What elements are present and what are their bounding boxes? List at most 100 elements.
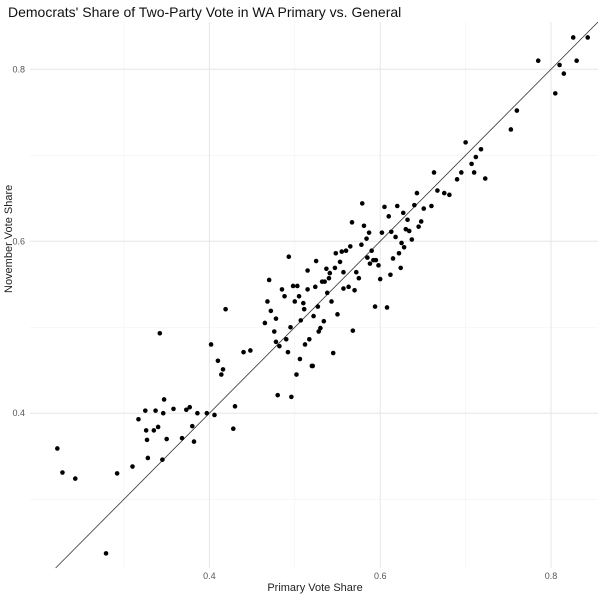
- data-point: [459, 170, 464, 175]
- data-point: [398, 265, 403, 271]
- data-point: [435, 188, 440, 193]
- data-point: [508, 127, 514, 132]
- data-point: [335, 312, 340, 317]
- data-point: [322, 279, 327, 284]
- data-point: [552, 91, 558, 96]
- data-point: [297, 356, 303, 362]
- data-point: [359, 201, 365, 206]
- data-point: [324, 290, 330, 296]
- data-point: [130, 464, 135, 469]
- data-point: [339, 249, 345, 254]
- data-point: [307, 336, 312, 342]
- data-point: [332, 265, 338, 271]
- data-point: [55, 446, 60, 451]
- data-point: [301, 306, 307, 312]
- data-point: [248, 348, 253, 353]
- data-point: [390, 256, 396, 261]
- data-point: [160, 410, 166, 416]
- data-point: [298, 318, 304, 323]
- data-point: [262, 320, 268, 326]
- data-point: [326, 275, 332, 281]
- y-axis-label: November Vote Share: [3, 185, 15, 293]
- data-point: [302, 342, 308, 347]
- data-point: [327, 270, 333, 276]
- tick-labels: 0.4 0.6 0.8 0.4 0.6 0.8: [12, 64, 557, 581]
- data-point: [333, 250, 339, 256]
- data-point: [191, 439, 197, 444]
- data-point: [463, 140, 468, 145]
- data-point: [414, 190, 420, 196]
- data-point: [277, 343, 282, 349]
- data-point: [144, 437, 150, 443]
- data-point: [155, 424, 161, 430]
- data-point: [478, 146, 484, 152]
- data-point: [273, 339, 279, 345]
- data-point: [318, 325, 323, 331]
- x-tick-label: 0.6: [374, 571, 387, 581]
- data-point: [447, 192, 452, 198]
- data-point: [275, 392, 280, 398]
- data-point: [145, 455, 151, 461]
- data-point: [312, 284, 318, 290]
- data-point: [324, 266, 329, 272]
- data-point: [416, 224, 421, 229]
- data-point: [60, 470, 65, 475]
- y-tick-label: 0.6: [12, 236, 25, 246]
- data-point: [160, 457, 165, 462]
- data-point: [310, 363, 316, 369]
- data-point: [153, 408, 158, 413]
- data-point: [195, 410, 200, 416]
- data-point: [273, 316, 279, 321]
- x-axis-label: Primary Vote Share: [267, 582, 363, 594]
- data-point: [349, 220, 355, 225]
- data-point: [365, 255, 370, 260]
- data-point: [366, 230, 372, 235]
- data-point: [301, 300, 306, 306]
- data-point: [473, 154, 479, 160]
- data-point: [151, 428, 157, 433]
- data-point: [382, 204, 387, 210]
- data-point: [388, 272, 393, 278]
- x-tick-label: 0.4: [203, 571, 216, 581]
- data-point: [482, 176, 488, 181]
- data-point: [393, 234, 398, 240]
- data-point: [187, 404, 193, 410]
- data-point: [305, 287, 310, 292]
- data-point: [208, 342, 214, 347]
- data-point: [266, 277, 272, 283]
- data-point: [219, 372, 224, 377]
- data-point: [316, 329, 321, 334]
- data-point: [471, 170, 477, 175]
- data-point: [184, 407, 189, 413]
- data-point: [179, 435, 185, 441]
- data-point: [341, 269, 346, 275]
- data-point: [313, 258, 319, 264]
- data-point: [396, 250, 402, 256]
- data-point: [400, 210, 406, 216]
- data-point: [346, 284, 351, 290]
- data-point: [353, 269, 359, 275]
- data-point: [204, 410, 210, 416]
- data-point: [271, 329, 277, 334]
- y-tick-label: 0.8: [12, 64, 25, 74]
- x-tick-label: 0.8: [545, 571, 558, 581]
- data-point: [143, 428, 149, 433]
- data-points: [55, 35, 591, 556]
- data-point: [232, 404, 238, 409]
- data-point: [409, 237, 415, 242]
- data-point: [215, 358, 221, 364]
- data-point: [386, 214, 392, 219]
- data-point: [223, 306, 228, 312]
- data-point: [290, 283, 296, 289]
- data-point: [282, 293, 287, 299]
- data-point: [514, 108, 520, 113]
- data-point: [343, 248, 349, 254]
- data-point: [574, 58, 579, 63]
- data-point: [372, 304, 378, 309]
- data-point: [356, 275, 362, 281]
- data-point: [295, 283, 300, 289]
- data-point: [364, 236, 369, 241]
- data-point: [114, 471, 120, 476]
- data-point: [305, 268, 310, 273]
